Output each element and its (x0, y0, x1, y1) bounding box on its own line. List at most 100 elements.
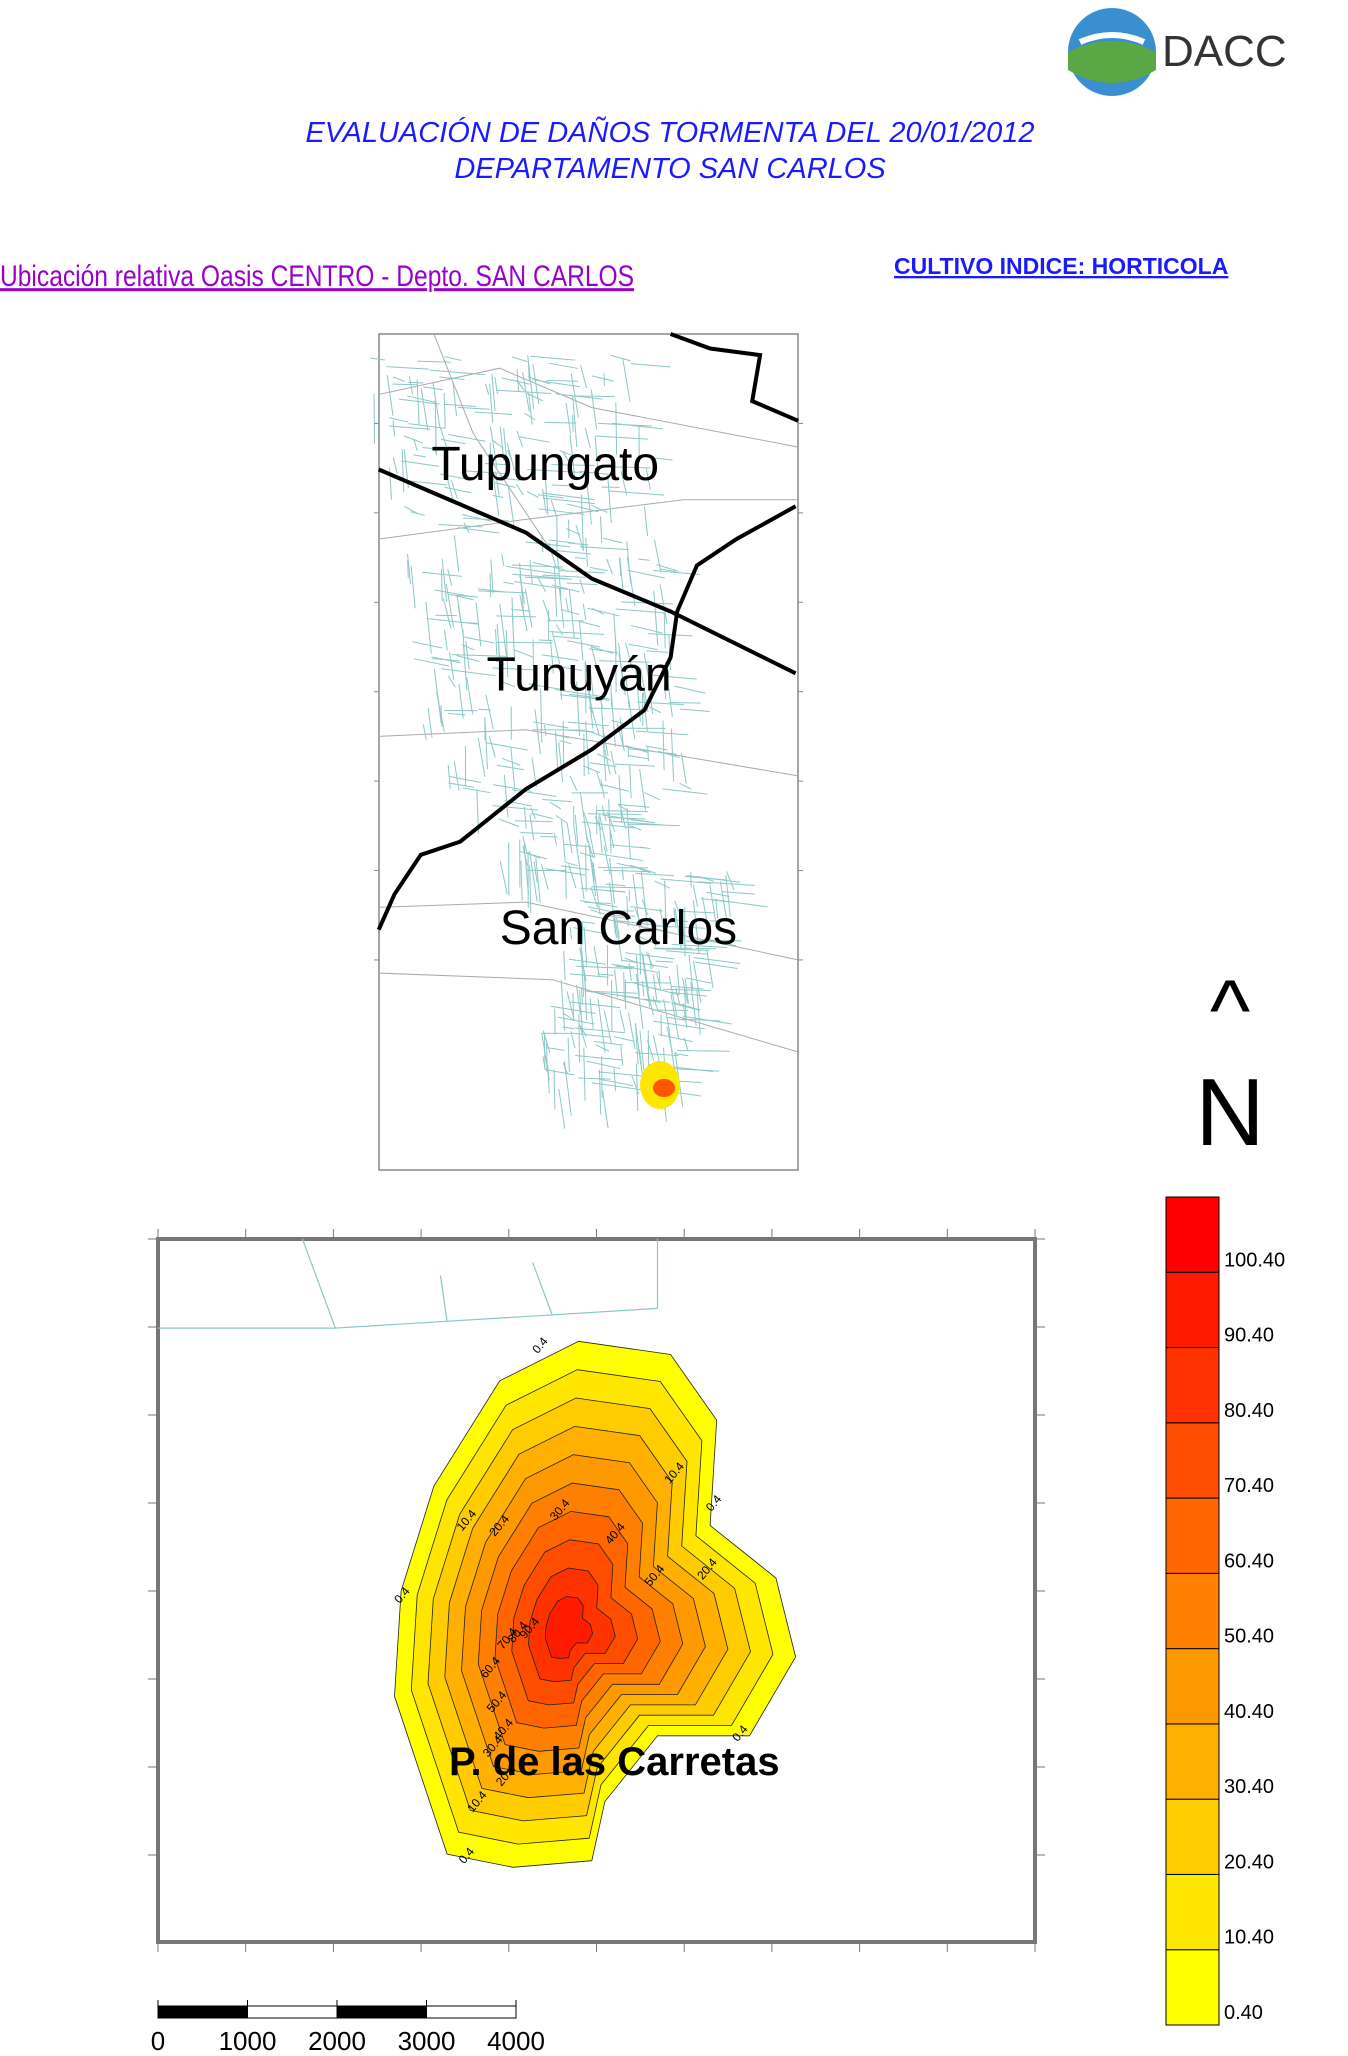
legend-label: 10.40 (1224, 1927, 1274, 1949)
street (565, 403, 571, 434)
street (598, 1071, 648, 1077)
scale-segment (426, 2005, 517, 2019)
street (619, 717, 625, 748)
street (641, 952, 651, 1008)
street (553, 832, 557, 846)
street (613, 1068, 617, 1092)
street (457, 406, 490, 410)
street (392, 457, 398, 474)
street (540, 689, 543, 743)
street (451, 654, 508, 657)
street (519, 594, 528, 632)
street (466, 677, 474, 715)
street (533, 861, 538, 883)
street (635, 1052, 679, 1057)
street (599, 516, 603, 544)
street (440, 438, 466, 445)
street (425, 601, 432, 654)
street (629, 765, 632, 799)
street (413, 454, 426, 458)
street (506, 443, 515, 471)
street (542, 488, 547, 514)
street (591, 708, 600, 736)
street (527, 355, 535, 409)
street (603, 1010, 613, 1045)
street (499, 680, 515, 688)
street (512, 573, 566, 580)
street (618, 775, 623, 823)
street (576, 681, 581, 737)
street (555, 689, 604, 698)
street (443, 392, 446, 429)
street (447, 675, 456, 688)
street (443, 629, 448, 651)
street (725, 875, 731, 917)
street (450, 480, 458, 499)
street (596, 809, 649, 813)
street (532, 364, 540, 405)
title-line: EVALUACIÓN DE DAÑOS TORMENTA DEL 20/01/2… (305, 115, 1034, 149)
street (610, 750, 617, 775)
street (449, 775, 482, 784)
street (519, 562, 525, 614)
street (590, 859, 595, 881)
street (485, 694, 494, 730)
street (683, 1037, 689, 1051)
street (544, 725, 547, 737)
street (590, 887, 599, 908)
street (542, 574, 586, 578)
legend-swatch (1165, 1648, 1220, 1725)
street (628, 825, 642, 831)
road (378, 499, 799, 540)
street (475, 411, 513, 415)
street (554, 1008, 556, 1035)
street (608, 799, 612, 854)
street (627, 1012, 636, 1049)
street (636, 701, 684, 706)
street (645, 745, 668, 751)
street (708, 938, 737, 947)
street (585, 844, 587, 892)
street (715, 898, 719, 919)
street (706, 891, 730, 898)
street (568, 589, 575, 638)
street (648, 706, 662, 714)
street (635, 955, 640, 998)
street (526, 491, 539, 499)
street (579, 622, 584, 661)
street (505, 629, 509, 677)
street (484, 722, 488, 770)
street (602, 737, 607, 782)
street (548, 542, 557, 567)
street (619, 1009, 626, 1032)
street (488, 736, 496, 758)
street (680, 753, 687, 784)
street (406, 395, 436, 403)
department-border (376, 504, 797, 931)
street (575, 1054, 623, 1061)
street (516, 430, 524, 447)
street (639, 932, 642, 975)
street (579, 791, 588, 843)
street (475, 602, 482, 647)
street (630, 625, 663, 634)
street (639, 769, 647, 811)
street (572, 395, 616, 398)
street (627, 569, 665, 579)
street (492, 805, 539, 811)
street (503, 774, 509, 818)
street (429, 369, 486, 376)
scale-segment (157, 2005, 248, 2019)
street (642, 954, 649, 992)
street (440, 568, 443, 602)
street (628, 755, 649, 760)
street (592, 375, 614, 382)
street (646, 650, 669, 653)
street (579, 579, 585, 594)
street (537, 494, 564, 499)
street (551, 630, 561, 665)
street (513, 649, 534, 658)
street (639, 455, 673, 461)
legend-label: 90.40 (1224, 1325, 1274, 1347)
street (607, 490, 665, 496)
